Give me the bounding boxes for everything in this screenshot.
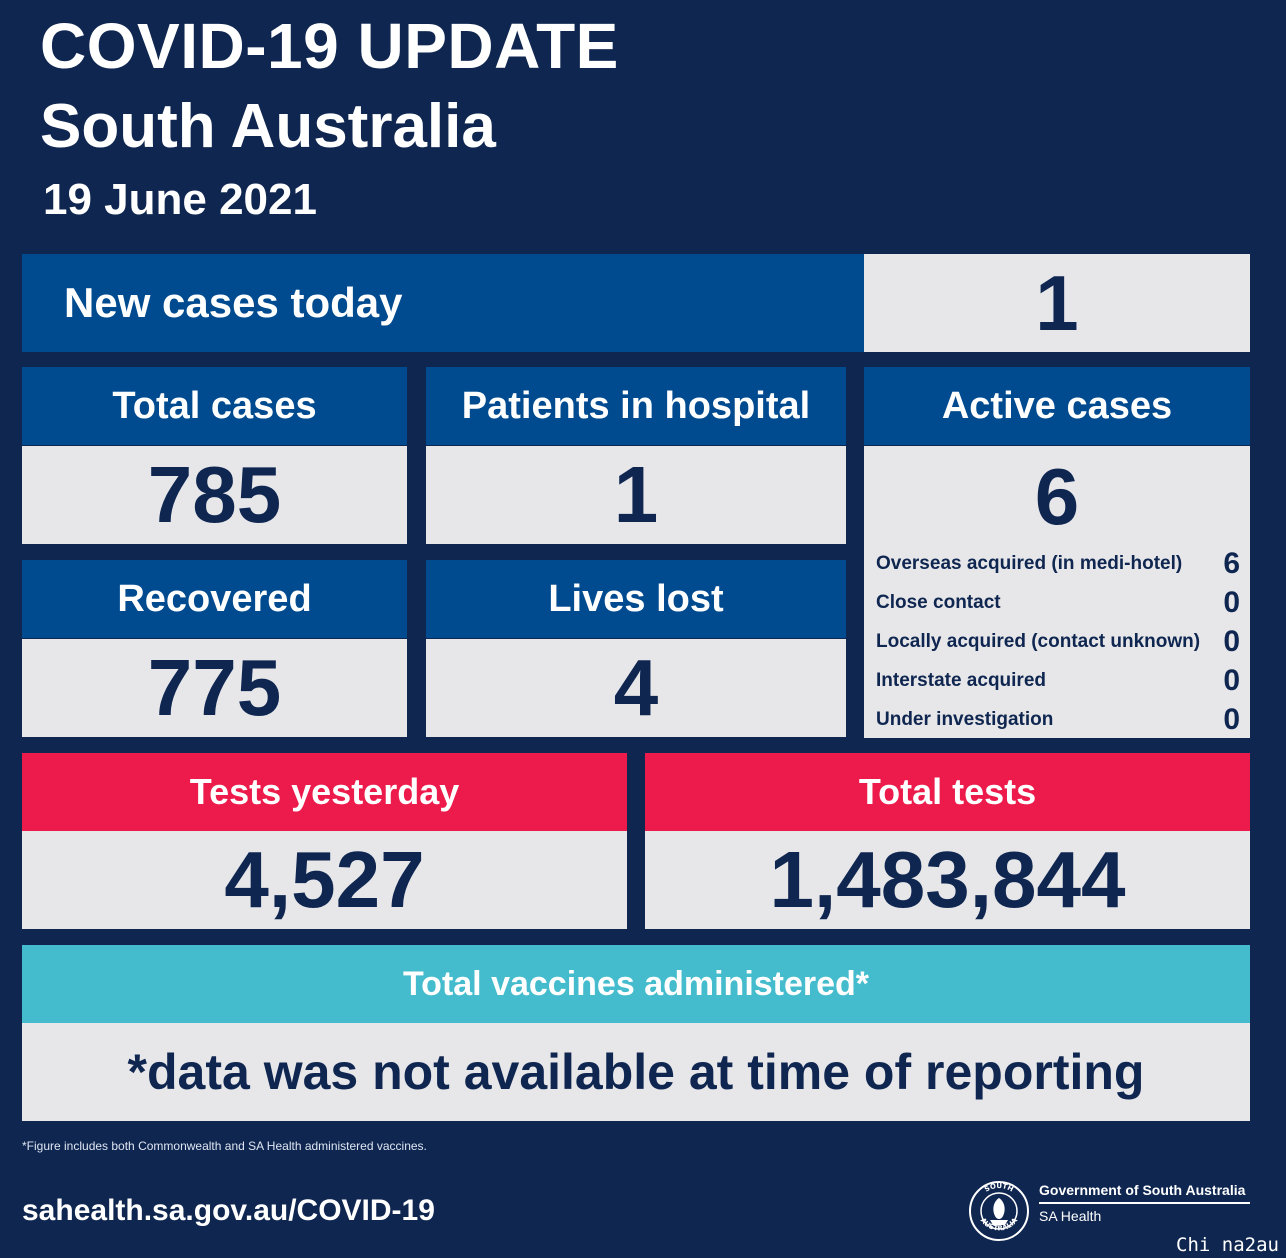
lives-lost-value: 4 (426, 639, 846, 737)
hospital-value: 1 (426, 446, 846, 544)
department-name: SA Health (1039, 1208, 1102, 1224)
vaccines-value: *data was not available at time of repor… (22, 1023, 1250, 1121)
breakdown-label: Interstate acquired (876, 670, 1046, 691)
total-cases-value: 785 (22, 446, 407, 544)
breakdown-label: Close contact (876, 592, 1001, 613)
breakdown-value: 6 (1223, 547, 1240, 580)
watermark: Chi na2au (1176, 1234, 1279, 1256)
hospital-label: Patients in hospital (426, 367, 846, 445)
active-cases-value: 6 (864, 446, 1250, 548)
total-cases-label: Total cases (22, 367, 407, 445)
breakdown-value: 0 (1223, 703, 1240, 736)
svg-text:SOUTH: SOUTH (983, 1182, 1015, 1194)
recovered-label: Recovered (22, 560, 407, 638)
breakdown-row: Locally acquired (contact unknown) 0 (876, 624, 1240, 660)
tests-yesterday-value: 4,527 (22, 831, 627, 929)
region-title: South Australia (40, 92, 496, 161)
report-date: 19 June 2021 (43, 175, 317, 224)
recovered-value: 775 (22, 639, 407, 737)
website-link[interactable]: sahealth.sa.gov.au/COVID-19 (22, 1194, 435, 1227)
active-cases-label: Active cases (864, 367, 1250, 445)
total-tests-value: 1,483,844 (645, 831, 1250, 929)
breakdown-row: Interstate acquired 0 (876, 663, 1240, 699)
footnote: *Figure includes both Commonwealth and S… (22, 1139, 427, 1153)
page-title: COVID-19 UPDATE (40, 10, 619, 82)
breakdown-label: Overseas acquired (in medi-hotel) (876, 553, 1183, 574)
tests-yesterday-label: Tests yesterday (22, 753, 627, 831)
breakdown-label: Under investigation (876, 709, 1054, 730)
new-cases-value: 1 (864, 254, 1250, 352)
breakdown-value: 0 (1223, 625, 1240, 658)
new-cases-label: New cases today (22, 254, 864, 352)
divider (1039, 1202, 1250, 1204)
state-seal-icon: SOUTH AUSTRALIA (969, 1181, 1029, 1241)
government-name: Government of South Australia (1039, 1182, 1246, 1198)
vaccines-label: Total vaccines administered* (22, 945, 1250, 1023)
breakdown-value: 0 (1223, 664, 1240, 697)
lives-lost-label: Lives lost (426, 560, 846, 638)
breakdown-row: Close contact 0 (876, 585, 1240, 621)
total-tests-label: Total tests (645, 753, 1250, 831)
breakdown-label: Locally acquired (contact unknown) (876, 631, 1201, 652)
breakdown-row: Overseas acquired (in medi-hotel) 6 (876, 546, 1240, 582)
breakdown-value: 0 (1223, 586, 1240, 619)
breakdown-row: Under investigation 0 (876, 702, 1240, 738)
